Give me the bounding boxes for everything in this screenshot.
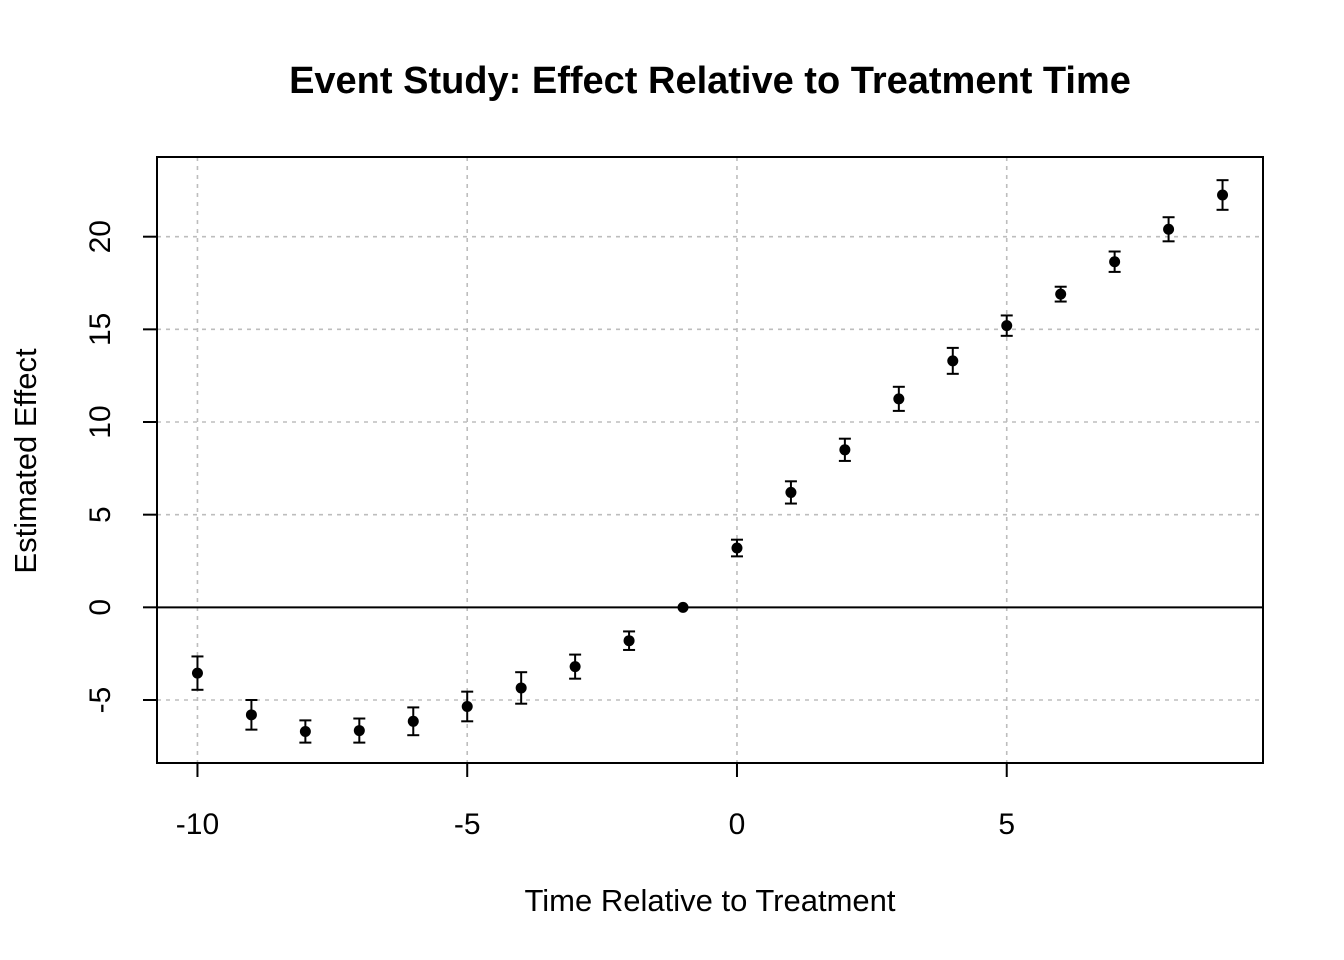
data-point bbox=[1055, 288, 1067, 300]
data-point bbox=[353, 725, 365, 737]
data-point bbox=[191, 667, 203, 679]
data-point bbox=[893, 393, 905, 405]
data-points bbox=[191, 189, 1229, 737]
data-point bbox=[461, 700, 473, 712]
x-axis-label: Time Relative to Treatment bbox=[525, 883, 896, 918]
y-tick-label: 0 bbox=[84, 599, 117, 616]
data-point bbox=[731, 542, 743, 554]
chart-title: Event Study: Effect Relative to Treatmen… bbox=[289, 60, 1131, 102]
y-tick-label: 5 bbox=[84, 506, 117, 523]
y-tick-label: -5 bbox=[84, 687, 117, 714]
data-point bbox=[407, 715, 419, 727]
x-tick-label: 5 bbox=[998, 808, 1015, 841]
data-point bbox=[569, 661, 581, 673]
grid-lines bbox=[157, 157, 1263, 763]
data-point bbox=[1163, 223, 1175, 235]
data-point bbox=[785, 486, 797, 498]
error-bars bbox=[191, 179, 1229, 744]
data-point bbox=[947, 355, 959, 367]
data-point bbox=[245, 709, 257, 721]
data-point bbox=[1217, 189, 1229, 201]
x-axis: -10 -5 0 5 bbox=[176, 763, 1015, 841]
plot-frame bbox=[156, 156, 1264, 764]
y-tick-label: 20 bbox=[84, 220, 117, 253]
data-point bbox=[1001, 320, 1013, 332]
data-point bbox=[1109, 256, 1121, 268]
x-tick-label: -5 bbox=[454, 808, 481, 841]
y-tick-label: 15 bbox=[84, 313, 117, 346]
y-tick-label: 10 bbox=[84, 405, 117, 438]
x-tick-label: -10 bbox=[176, 808, 219, 841]
data-point bbox=[677, 601, 689, 613]
y-axis: -5 0 5 10 15 20 bbox=[84, 220, 157, 713]
data-point bbox=[299, 725, 311, 737]
data-point bbox=[839, 444, 851, 456]
x-tick-label: 0 bbox=[729, 808, 746, 841]
y-axis-label: Estimated Effect bbox=[8, 348, 43, 574]
data-point bbox=[515, 682, 527, 694]
data-point bbox=[623, 635, 635, 647]
